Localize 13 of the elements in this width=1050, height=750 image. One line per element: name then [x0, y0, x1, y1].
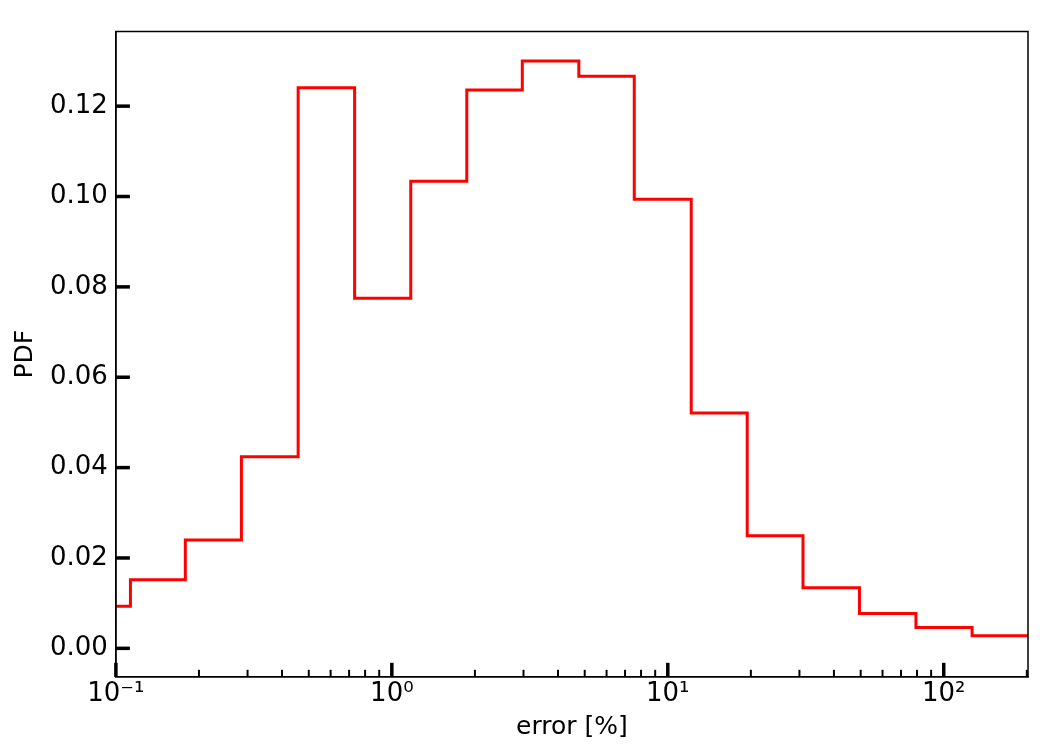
y-tick-label: 0.02: [50, 540, 108, 571]
y-tick-label: 0.04: [50, 450, 108, 481]
y-tick-label: 0.00: [50, 631, 108, 662]
x-tick-label: 10¹: [646, 677, 690, 708]
y-tick-label: 0.10: [50, 179, 108, 210]
y-tick-label: 0.12: [50, 88, 108, 119]
x-tick-label: 10⁻¹: [87, 677, 145, 708]
y-tick-label: 0.08: [50, 269, 108, 300]
x-axis-title: error [%]: [516, 710, 628, 740]
y-axis-title: PDF: [8, 329, 38, 379]
x-tick-label: 10²: [921, 677, 966, 708]
x-tick-label: 10⁰: [370, 677, 414, 708]
y-tick-label: 0.06: [50, 359, 108, 390]
